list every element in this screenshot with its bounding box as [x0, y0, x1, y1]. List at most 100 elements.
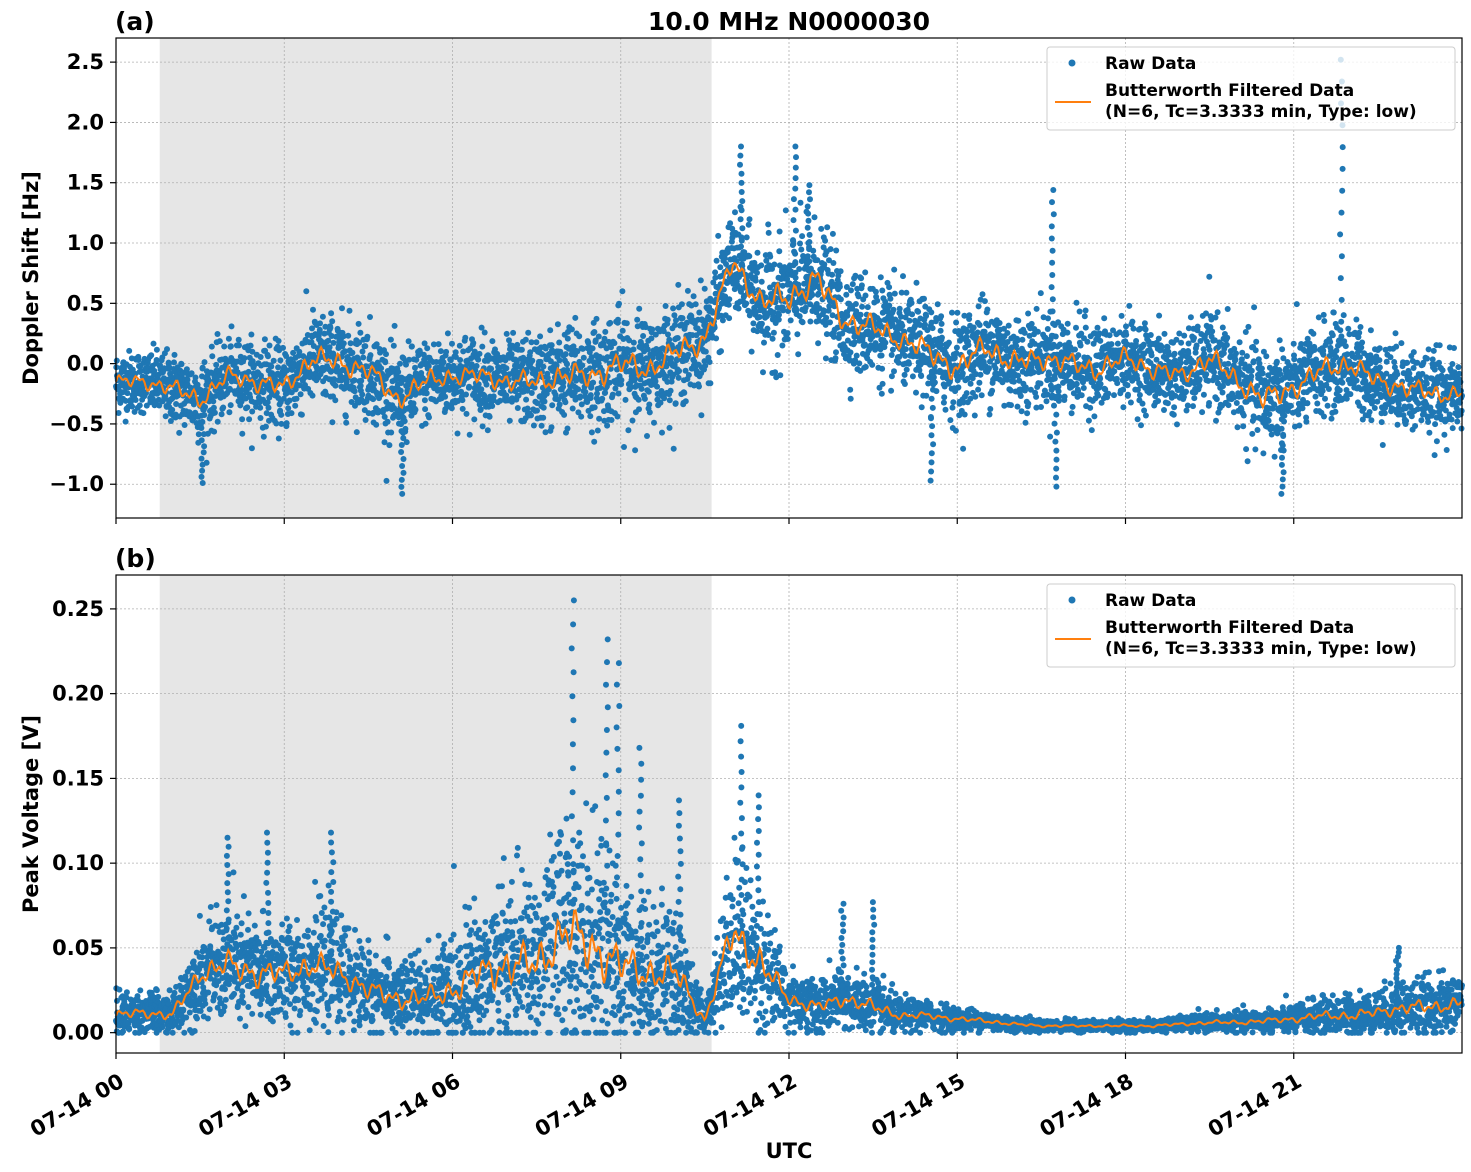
raw-point: [1392, 330, 1399, 337]
raw-point: [1219, 389, 1226, 396]
raw-point: [896, 305, 903, 312]
raw-point: [345, 332, 352, 339]
raw-point: [1010, 378, 1017, 385]
raw-point: [942, 406, 949, 413]
raw-point: [194, 381, 201, 388]
raw-point: [423, 390, 430, 397]
raw-point: [619, 288, 626, 295]
raw-point: [1394, 371, 1401, 378]
raw-point: [837, 296, 844, 303]
raw-point: [1340, 312, 1347, 319]
raw-point: [221, 343, 228, 350]
raw-point: [902, 352, 909, 359]
raw-point: [847, 349, 854, 356]
raw-point: [878, 390, 885, 397]
raw-point: [293, 395, 300, 402]
raw-point: [1005, 322, 1012, 329]
raw-point: [1155, 398, 1162, 404]
raw-point: [564, 425, 571, 432]
raw-point: [696, 383, 702, 390]
raw-point: [1243, 353, 1250, 360]
raw-point: [241, 355, 248, 362]
raw-point: [277, 357, 284, 364]
raw-point: [390, 342, 397, 349]
raw-point: [489, 403, 496, 409]
raw-point: [373, 421, 380, 428]
raw-point: [1330, 309, 1337, 316]
raw-point: [397, 360, 403, 367]
raw-point: [794, 331, 801, 338]
raw-point: [903, 366, 910, 373]
raw-point: [890, 306, 897, 313]
raw-point: [310, 306, 316, 313]
raw-point: [239, 416, 246, 423]
raw-point: [888, 387, 895, 394]
raw-point: [587, 392, 594, 399]
raw-point: [1242, 329, 1249, 335]
raw-point: [743, 300, 750, 307]
raw-point: [1008, 402, 1014, 409]
raw-point: [784, 336, 791, 342]
raw-point: [662, 303, 669, 309]
raw-point: [621, 444, 627, 450]
raw-point: [1191, 334, 1197, 341]
raw-point: [652, 378, 659, 385]
raw-point: [625, 427, 632, 434]
raw-point: [1273, 358, 1280, 365]
raw-point: [748, 348, 755, 355]
raw-point: [340, 340, 347, 347]
raw-point: [1123, 331, 1130, 338]
raw-point: [824, 224, 831, 231]
raw-point: [562, 351, 569, 358]
raw-point: [1371, 405, 1378, 411]
raw-point: [697, 277, 704, 284]
raw-point: [475, 356, 482, 363]
raw-point: [1259, 370, 1266, 377]
raw-point: [508, 351, 515, 358]
raw-point: [1068, 410, 1075, 417]
raw-point: [1254, 427, 1261, 433]
raw-point: [1345, 325, 1352, 332]
raw-point: [1038, 404, 1044, 410]
raw-point: [459, 405, 466, 412]
raw-point: [843, 291, 850, 298]
raw-point: [424, 345, 431, 352]
raw-point: [506, 417, 513, 424]
raw-point: [978, 392, 985, 399]
raw-point: [153, 346, 160, 353]
raw-point: [1142, 326, 1149, 333]
raw-point: [540, 363, 547, 370]
raw-point: [1147, 332, 1154, 338]
raw-point: [837, 268, 844, 275]
raw-point: [278, 411, 285, 418]
raw-point: [362, 417, 369, 423]
raw-point: [1248, 367, 1255, 374]
raw-point: [216, 338, 223, 345]
raw-point: [1130, 325, 1137, 332]
raw-point: [477, 406, 484, 413]
raw-point: [153, 357, 160, 363]
raw-point: [818, 225, 825, 232]
raw-point: [1253, 338, 1260, 345]
panel-a-doppler-shift: −1.0−0.50.00.51.01.52.02.5 (a) 10.0 MHz …: [19, 7, 1465, 524]
raw-point: [591, 404, 598, 411]
raw-point: [718, 348, 724, 355]
raw-point: [1347, 391, 1354, 398]
raw-point: [965, 342, 972, 348]
raw-point: [979, 291, 986, 298]
raw-point: [986, 411, 993, 418]
raw-point: [353, 429, 360, 436]
raw-point: [1156, 312, 1163, 319]
raw-point: [1219, 324, 1226, 331]
raw-point: [248, 445, 255, 452]
raw-point: [1266, 411, 1273, 418]
raw-point: [1279, 346, 1286, 353]
raw-point: [470, 340, 477, 346]
raw-point: [707, 380, 714, 387]
raw-point: [923, 313, 930, 319]
raw-point: [1260, 450, 1267, 457]
raw-point: [954, 309, 961, 316]
raw-point: [1213, 396, 1220, 403]
raw-point: [782, 207, 789, 214]
raw-point: [638, 385, 645, 392]
